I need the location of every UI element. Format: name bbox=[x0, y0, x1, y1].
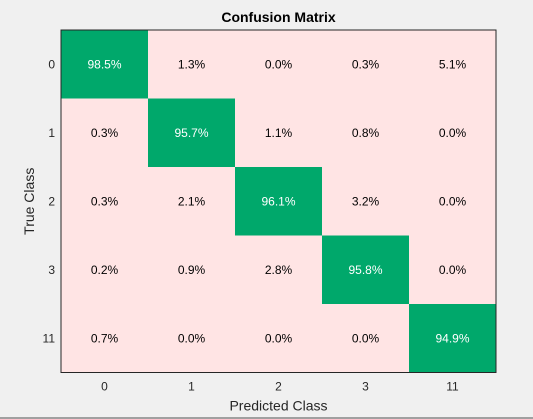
matrix-cell-2-3 bbox=[322, 167, 409, 236]
cell-value-label: 2.1% bbox=[178, 194, 206, 208]
cell-value-label: 0.0% bbox=[178, 331, 206, 345]
y-tick-label: 11 bbox=[43, 331, 56, 345]
cell-value-label: 0.0% bbox=[439, 194, 467, 208]
matrix-cell-0-3 bbox=[322, 30, 409, 99]
matrix-cell-11-0 bbox=[61, 304, 148, 373]
cell-value-label: 0.2% bbox=[91, 263, 119, 277]
cell-value-label: 0.0% bbox=[439, 126, 467, 140]
matrix-cell-2-0 bbox=[61, 167, 148, 236]
x-axis-label: Predicted Class bbox=[229, 398, 327, 414]
matrix-cell-3-0 bbox=[61, 235, 148, 304]
cell-value-label: 0.0% bbox=[352, 331, 380, 345]
matrix-cell-1-1 bbox=[148, 98, 235, 167]
chart-title: Confusion Matrix bbox=[221, 9, 336, 25]
matrix-cell-0-1 bbox=[148, 30, 235, 99]
cell-value-label: 0.0% bbox=[439, 263, 467, 277]
cell-value-label: 0.7% bbox=[91, 331, 119, 345]
cell-value-label: 95.8% bbox=[348, 263, 382, 277]
matrix-cell-11-2 bbox=[235, 304, 322, 373]
y-tick-label: 0 bbox=[48, 57, 55, 71]
x-tick-label: 11 bbox=[446, 380, 459, 394]
matrix-cell-3-1 bbox=[148, 235, 235, 304]
y-tick-label: 2 bbox=[48, 194, 55, 208]
cell-value-label: 0.3% bbox=[91, 194, 119, 208]
matrix-cell-11-3 bbox=[322, 304, 409, 373]
matrix-cell-0-11 bbox=[409, 30, 496, 99]
matrix-cell-3-2 bbox=[235, 235, 322, 304]
matrix-cell-2-1 bbox=[148, 167, 235, 236]
plot-frame bbox=[60, 29, 497, 373]
x-tick-label: 3 bbox=[362, 380, 369, 394]
matrix-cell-3-3 bbox=[322, 235, 409, 304]
matrix-cell-2-2 bbox=[235, 167, 322, 236]
cell-value-label: 5.1% bbox=[439, 57, 467, 71]
cell-value-label: 0.0% bbox=[265, 57, 293, 71]
matrix-cell-1-2 bbox=[235, 98, 322, 167]
matrix-cell-11-11 bbox=[409, 304, 496, 373]
window-bottom-edge bbox=[0, 417, 533, 419]
cell-value-label: 1.1% bbox=[265, 126, 293, 140]
cell-value-label: 2.8% bbox=[265, 263, 293, 277]
y-tick-label: 1 bbox=[48, 126, 55, 140]
x-tick-label: 0 bbox=[101, 380, 108, 394]
cell-value-label: 0.9% bbox=[178, 263, 206, 277]
matrix-cell-3-11 bbox=[409, 235, 496, 304]
y-axis-label: True Class bbox=[21, 168, 37, 235]
x-tick-label: 1 bbox=[188, 380, 195, 394]
matrix-cell-1-0 bbox=[61, 98, 148, 167]
matrix-cell-1-3 bbox=[322, 98, 409, 167]
cell-value-label: 95.7% bbox=[174, 126, 208, 140]
cell-value-label: 98.5% bbox=[87, 57, 121, 71]
cell-value-label: 96.1% bbox=[261, 194, 295, 208]
matrix-cell-11-1 bbox=[148, 304, 235, 373]
cell-value-label: 94.9% bbox=[435, 331, 469, 345]
matrix-cell-1-11 bbox=[409, 98, 496, 167]
x-tick-label: 2 bbox=[275, 380, 282, 394]
cell-value-label: 3.2% bbox=[352, 194, 380, 208]
cell-value-label: 0.8% bbox=[352, 126, 380, 140]
matrix-cell-0-0 bbox=[61, 30, 148, 99]
matrix-cell-0-2 bbox=[235, 30, 322, 99]
cell-value-label: 0.3% bbox=[91, 126, 119, 140]
cell-value-label: 0.0% bbox=[265, 331, 293, 345]
matrix-cell-2-11 bbox=[409, 167, 496, 236]
y-tick-label: 3 bbox=[48, 263, 55, 277]
cell-value-label: 1.3% bbox=[178, 57, 206, 71]
cell-value-label: 0.3% bbox=[352, 57, 380, 71]
